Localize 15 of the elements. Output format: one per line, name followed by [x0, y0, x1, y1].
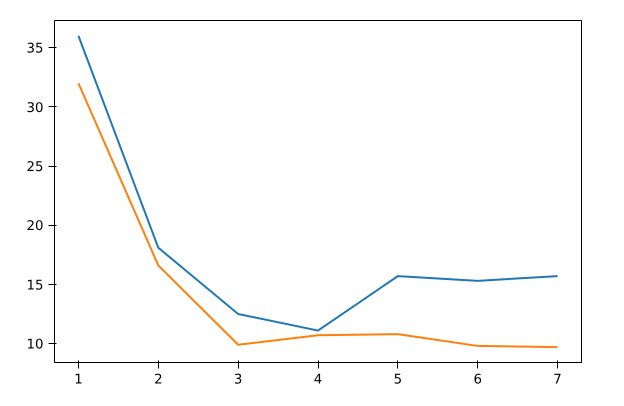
line-series	[77, 34, 559, 332]
x-tick-label: 4	[314, 372, 322, 388]
y-tick-label: 15	[26, 278, 44, 294]
x-tick-label: 3	[234, 372, 242, 388]
x-tick-label: 7	[553, 372, 562, 388]
x-tick-label: 1	[74, 372, 83, 388]
line-series	[77, 82, 559, 348]
y-tick-label: 20	[26, 219, 44, 234]
x-tick-label: 2	[154, 372, 163, 388]
y-tick-label: 35	[26, 42, 44, 57]
x-tick-label: 6	[473, 372, 482, 388]
y-tick-label: 10	[26, 338, 44, 353]
y-tick-label: 30	[26, 100, 44, 116]
x-tick-label: 5	[394, 372, 402, 388]
y-tick-label: 25	[26, 160, 44, 176]
